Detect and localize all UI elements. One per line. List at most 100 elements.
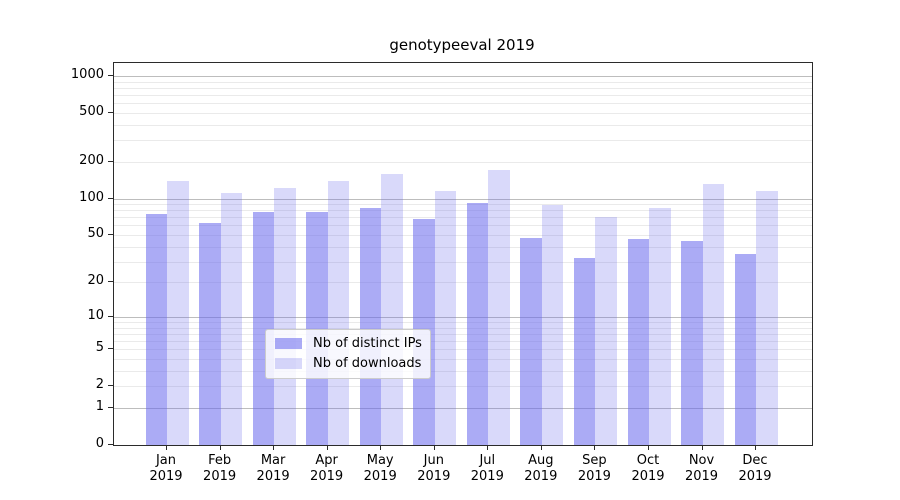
bar-nb-of-downloads-feb	[220, 192, 242, 445]
y-tick-mark	[108, 75, 113, 76]
x-tick-mark	[166, 445, 167, 450]
x-tick-mark	[487, 445, 489, 450]
gridline-minor	[114, 81, 812, 83]
x-tick-mark	[594, 445, 596, 450]
gridline-major	[114, 316, 812, 318]
gridline-minor	[114, 371, 812, 372]
legend: Nb of distinct IPs Nb of downloads	[265, 329, 431, 379]
x-tick-label: May 2019	[348, 453, 412, 485]
x-tick-label: Apr 2019	[295, 453, 359, 485]
x-tick-label: Jan 2019	[134, 453, 198, 485]
bar-nb-of-downloads-oct	[649, 207, 671, 445]
x-tick-year: 2019	[417, 469, 451, 484]
x-tick-label: Feb 2019	[188, 453, 252, 485]
bar-nb-of-downloads-aug	[541, 204, 564, 445]
y-tick-label: 0	[95, 436, 104, 451]
gridline-minor	[114, 386, 812, 388]
gridline-minor	[114, 161, 812, 163]
bar-nb-of-downloads-jan	[167, 180, 189, 445]
x-tick-year: 2019	[577, 469, 611, 484]
x-tick-year: 2019	[470, 469, 504, 484]
y-tick-label: 10	[87, 307, 104, 323]
gridline-minor	[114, 322, 812, 323]
chart-title: genotypeeval 2019	[389, 36, 535, 54]
gridline-minor	[114, 282, 812, 284]
x-tick-month: Jan	[155, 453, 177, 468]
x-tick-year: 2019	[256, 469, 290, 484]
gridline-minor	[114, 261, 812, 263]
gridline-minor	[114, 246, 812, 248]
bar-nb-of-downloads-mar	[274, 188, 296, 445]
bar-nb-of-distinct-ips-apr	[306, 212, 328, 445]
y-tick-label: 50	[87, 226, 104, 241]
y-tick-mark	[108, 281, 113, 283]
gridline-minor	[114, 341, 812, 343]
x-tick-label: Oct 2019	[616, 453, 680, 485]
bar-nb-of-distinct-ips-dec	[734, 253, 756, 445]
x-tick-label: Jul 2019	[455, 453, 519, 485]
bar-nb-of-downloads-sep	[595, 216, 617, 445]
x-tick-mark	[433, 445, 435, 450]
x-tick-mark	[540, 445, 542, 450]
bar-nb-of-distinct-ips-jan	[145, 213, 167, 445]
y-tick-label: 1000	[70, 67, 104, 82]
x-tick-year: 2019	[310, 469, 344, 484]
y-tick-label: 20	[87, 273, 104, 289]
gridline-major	[114, 408, 812, 409]
x-tick-mark	[219, 445, 221, 450]
y-tick-label: 200	[79, 152, 104, 168]
x-tick-mark	[755, 445, 756, 450]
x-tick-mark	[701, 445, 703, 450]
x-tick-year: 2019	[149, 469, 183, 484]
bar-nb-of-distinct-ips-feb	[199, 222, 221, 445]
x-tick-year: 2019	[631, 469, 665, 484]
y-tick-mark	[108, 234, 113, 235]
bar-nb-of-downloads-nov	[702, 184, 724, 445]
gridline-minor	[114, 140, 812, 142]
gridline-minor	[114, 217, 812, 219]
y-tick-label: 100	[79, 189, 104, 205]
y-tick-mark	[108, 111, 113, 113]
gridline-minor	[114, 95, 812, 96]
bar-nb-of-downloads-jun	[434, 191, 457, 445]
x-tick-label: Aug 2019	[509, 453, 573, 485]
x-tick-label: Sep 2019	[562, 453, 626, 485]
x-tick-month: Dec	[742, 453, 768, 468]
gridline-minor	[114, 112, 812, 114]
x-tick-month: Apr	[315, 453, 338, 468]
x-tick-mark	[326, 445, 328, 450]
legend-label-downloads: Nb of downloads	[313, 356, 422, 371]
gridline-major	[114, 76, 812, 77]
gridline-minor	[114, 124, 812, 126]
gridline-minor	[114, 327, 812, 329]
gridline-minor	[114, 349, 812, 351]
x-tick-label: Dec 2019	[723, 453, 787, 485]
legend-label-distinct-ips: Nb of distinct IPs	[313, 336, 422, 351]
gridline-minor	[114, 333, 812, 335]
legend-item-downloads: Nb of downloads	[275, 355, 421, 372]
legend-item-distinct-ips: Nb of distinct IPs	[275, 335, 422, 352]
gridline-minor	[114, 103, 812, 105]
y-tick-mark	[108, 444, 113, 445]
x-tick-month: Feb	[208, 453, 232, 468]
x-tick-month: Jun	[423, 453, 444, 468]
bar-nb-of-downloads-apr	[327, 180, 350, 445]
x-tick-month: Oct	[636, 453, 660, 468]
x-tick-month: Jul	[479, 453, 496, 468]
y-tick-mark	[108, 348, 113, 350]
x-tick-year: 2019	[738, 469, 772, 484]
y-tick-mark	[108, 197, 113, 199]
x-tick-mark	[273, 445, 275, 450]
bar-nb-of-distinct-ips-oct	[627, 239, 649, 445]
bar-nb-of-distinct-ips-jul	[466, 202, 489, 445]
bar-nb-of-distinct-ips-mar	[252, 211, 275, 445]
gridline-minor	[114, 210, 812, 212]
y-tick-mark	[108, 160, 113, 162]
x-tick-label: Jun 2019	[402, 453, 466, 485]
plot-area	[113, 62, 813, 446]
x-tick-label: Nov 2019	[670, 453, 734, 485]
x-tick-year: 2019	[203, 469, 237, 484]
x-tick-month: May	[366, 453, 394, 468]
y-tick-label: 2	[95, 377, 104, 393]
